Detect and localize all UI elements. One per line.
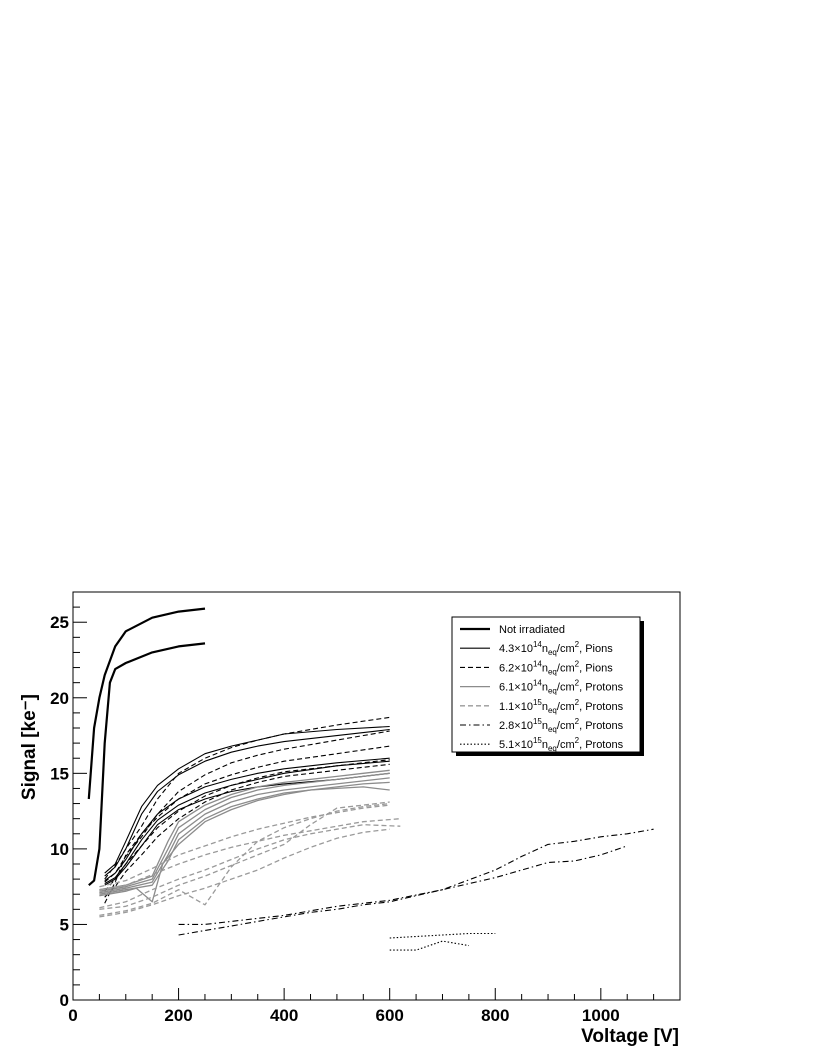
legend-label-unirr: Not irradiated xyxy=(499,624,565,636)
series-line-p43-2 xyxy=(104,725,390,874)
y-tick-label: 10 xyxy=(50,840,69,859)
y-tick-label: 0 xyxy=(60,991,69,1010)
series-line-pr11-20 xyxy=(99,828,390,918)
x-tick-label: 0 xyxy=(68,1006,77,1025)
series-line-pr61-13 xyxy=(99,772,390,892)
legend-label-p62: 6.2×1014neq/cm2, Pions xyxy=(499,659,613,676)
series-line-pr61-16 xyxy=(99,786,390,903)
series-line-p62-11 xyxy=(104,759,390,892)
series-line-p62-8 xyxy=(104,730,390,883)
x-axis: 0 200 400 600 800 1000 xyxy=(68,988,681,1025)
legend-label-pr28: 2.8×1015neq/cm2, Protons xyxy=(499,717,624,734)
x-tick-label: 800 xyxy=(481,1006,509,1025)
series-line-p43-3 xyxy=(104,728,390,877)
series-line-pr11-22 xyxy=(99,801,390,910)
series-line-unirr-0 xyxy=(87,607,206,800)
series-line-pr11-17 xyxy=(99,804,390,888)
series-line-p62-10 xyxy=(104,763,390,898)
legend-label-p43: 4.3×1014neq/cm2, Pions xyxy=(499,640,613,657)
series-line-pr51-26 xyxy=(389,940,469,951)
y-tick-label: 5 xyxy=(60,915,69,934)
series-line-pr11-21 xyxy=(99,802,390,917)
y-tick-label: 15 xyxy=(50,764,69,783)
series-line-p43-5 xyxy=(104,772,390,886)
y-tick-label: 25 xyxy=(50,613,69,632)
series-line-p43-6 xyxy=(104,760,390,885)
data-curves xyxy=(87,607,654,951)
y-axis-title: Signal [ke⁻] xyxy=(19,694,40,800)
series-line-pr11-18 xyxy=(99,818,401,891)
series-line-unirr-1 xyxy=(88,642,206,887)
series-line-p62-9 xyxy=(104,745,390,904)
x-tick-label: 600 xyxy=(376,1006,404,1025)
series-line-pr51-25 xyxy=(389,932,496,939)
legend-box xyxy=(451,616,641,753)
x-tick-label: 1000 xyxy=(582,1006,620,1025)
legend: Not irradiated 4.3×1014neq/cm2, Pions 6.2×… xyxy=(451,616,644,756)
legend-label-pr11: 1.1×1015neq/cm2, Protons xyxy=(499,698,624,715)
series-line-p43-4 xyxy=(104,757,390,882)
x-axis-title: Voltage [V] xyxy=(581,1026,679,1047)
x-tick-label: 200 xyxy=(164,1006,192,1025)
series-line-pr61-15 xyxy=(99,781,390,895)
y-tick-label: 20 xyxy=(50,689,69,708)
plot-frame xyxy=(72,591,681,1001)
y-axis: 0 5 10 15 20 25 xyxy=(50,591,87,1010)
legend-label-pr61: 6.1×1014neq/cm2, Protons xyxy=(499,679,624,696)
legend-label-pr51: 5.1×1015neq/cm2, Protons xyxy=(499,736,624,753)
series-line-p62-7 xyxy=(104,716,390,880)
series-line-pr61-12 xyxy=(99,769,390,891)
x-tick-label: 400 xyxy=(270,1006,298,1025)
series-line-pr61-14 xyxy=(99,777,390,894)
series-line-pr28-23 xyxy=(178,828,654,925)
